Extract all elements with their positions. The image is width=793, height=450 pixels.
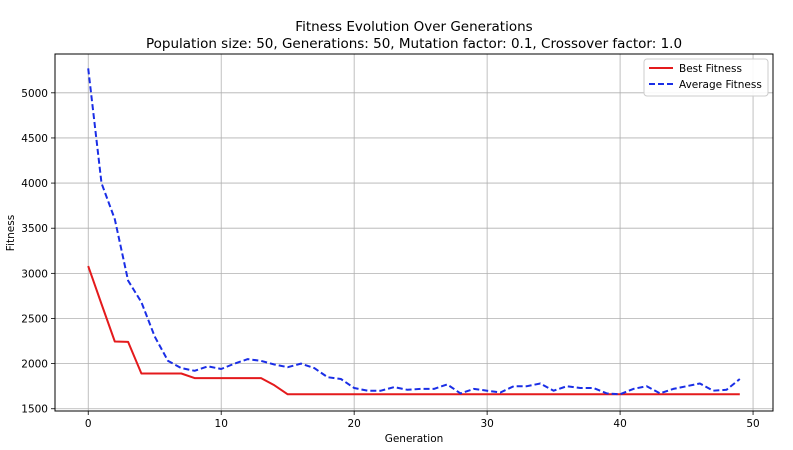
x-tick-label: 20 [347,418,360,430]
x-tick-label: 10 [215,418,228,430]
y-axis-label: Fitness [5,215,17,251]
plot-frame [54,53,774,412]
series-layer [87,68,741,396]
x-tick-label: 0 [85,418,92,430]
y-tick-label: 5000 [21,88,48,100]
y-tick-label: 1500 [21,404,48,416]
x-tick-label: 50 [746,418,759,430]
series-line-average-fitness [87,68,741,396]
grid-lines [55,54,773,411]
legend-box [643,58,769,97]
y-axis: 1500 2000 2500 3000 3500 4000 4500 5000 [21,88,55,416]
y-tick-label: 2000 [21,359,48,371]
x-tick-label: 30 [480,418,493,430]
y-tick-label: 2500 [21,313,48,325]
x-tick-label: 40 [613,418,626,430]
chart-subtitle: Population size: 50, Generations: 50, Mu… [146,36,682,52]
series-line-best-fitness [87,265,740,396]
y-tick-label: 4500 [21,133,48,145]
y-tick-label: 4000 [21,178,48,190]
chart-title: Fitness Evolution Over Generations [295,19,532,35]
y-tick-label: 3500 [21,223,48,235]
x-axis-label: Generation [385,433,444,445]
legend-label-average-fitness: Average Fitness [679,79,762,91]
x-axis: 0 10 20 30 40 50 [85,411,760,430]
legend-label-best-fitness: Best Fitness [679,63,742,75]
legend: Best Fitness Average Fitness [643,58,769,97]
y-tick-label: 3000 [21,268,48,280]
